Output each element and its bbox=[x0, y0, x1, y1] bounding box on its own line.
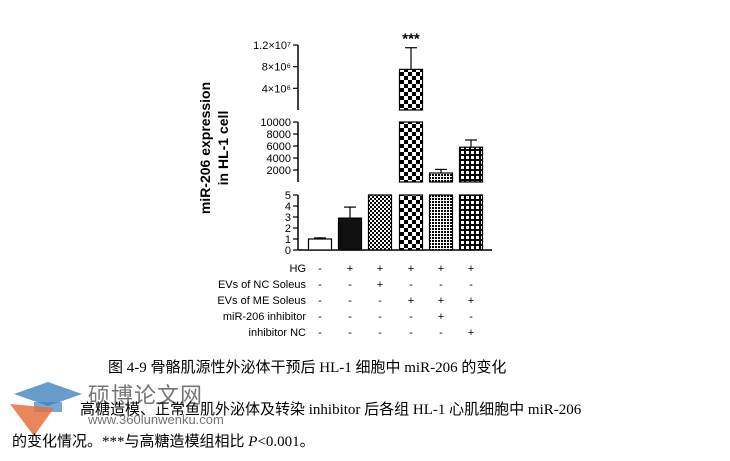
y-tick-label: 4000 bbox=[267, 153, 291, 165]
condition-mark: - bbox=[378, 295, 382, 307]
condition-mark: + bbox=[468, 295, 474, 307]
condition-mark: - bbox=[378, 327, 382, 339]
condition-mark: - bbox=[409, 327, 413, 339]
condition-mark: + bbox=[408, 295, 414, 307]
condition-label: EVs of ME Soleus bbox=[217, 295, 306, 307]
bar bbox=[458, 194, 484, 251]
y-tick-label: 1 bbox=[285, 234, 291, 246]
condition-mark: - bbox=[348, 327, 352, 339]
y-axis-label-line1: miR-206 expression bbox=[197, 82, 213, 214]
condition-label: EVs of NC Soleus bbox=[218, 279, 307, 291]
y-tick-label: 2000 bbox=[267, 165, 291, 177]
description-p-symbol: P bbox=[248, 434, 258, 450]
condition-mark: - bbox=[439, 279, 443, 291]
condition-mark: - bbox=[318, 327, 322, 339]
condition-label: miR-206 inhibitor bbox=[223, 311, 306, 323]
y-tick-label: 5 bbox=[285, 190, 291, 202]
bar bbox=[367, 194, 393, 251]
condition-mark: - bbox=[378, 311, 382, 323]
description-text-a: 的变化情况。***与高糖造模组相比 bbox=[12, 434, 249, 450]
bar bbox=[307, 238, 333, 251]
y-tick-label: 2 bbox=[285, 223, 291, 235]
significance-label: *** bbox=[402, 31, 420, 48]
y-tick-label: 6000 bbox=[267, 141, 291, 153]
condition-mark: - bbox=[439, 327, 443, 339]
bars: *** bbox=[307, 31, 484, 251]
condition-label: HG bbox=[290, 263, 307, 275]
condition-mark: - bbox=[318, 311, 322, 323]
condition-mark: - bbox=[348, 311, 352, 323]
condition-mark: + bbox=[377, 279, 383, 291]
condition-mark: + bbox=[438, 263, 444, 275]
condition-mark: + bbox=[347, 263, 353, 275]
watermark-title: 硕博论文网 bbox=[88, 384, 204, 409]
condition-mark: - bbox=[318, 295, 322, 307]
bar bbox=[398, 68, 424, 111]
bar bbox=[398, 121, 424, 183]
condition-mark: + bbox=[408, 263, 414, 275]
condition-mark: - bbox=[318, 263, 322, 275]
figure-description-line2: 的变化情况。***与高糖造模组相比 P<0.001。 bbox=[12, 430, 315, 451]
condition-mark: + bbox=[438, 311, 444, 323]
y-tick-label: 0 bbox=[285, 245, 291, 257]
y-tick-label: 1.2×10⁷ bbox=[253, 40, 291, 52]
bar bbox=[337, 217, 363, 251]
condition-mark: + bbox=[468, 263, 474, 275]
bar bbox=[398, 194, 424, 251]
figure-description-line1: 高糖造模、正常鱼肌外泌体及转染 inhibitor 后各组 HL-1 心肌细胞中… bbox=[80, 402, 582, 418]
y-tick-label: 8×10⁶ bbox=[262, 62, 291, 74]
condition-mark: - bbox=[318, 279, 322, 291]
bar bbox=[428, 172, 454, 183]
bar bbox=[428, 194, 454, 251]
condition-mark: + bbox=[377, 263, 383, 275]
condition-mark: - bbox=[409, 279, 413, 291]
bar bbox=[458, 146, 484, 183]
condition-mark: + bbox=[468, 327, 474, 339]
condition-label: inhibitor NC bbox=[249, 327, 307, 339]
condition-mark: - bbox=[469, 311, 473, 323]
y-tick-label: 4×10⁶ bbox=[262, 83, 291, 95]
y-tick-label: 10000 bbox=[260, 117, 291, 129]
condition-mark: - bbox=[409, 311, 413, 323]
figure-caption: 图 4-9 骨骼肌源性外泌体干预后 HL-1 细胞中 miR-206 的变化 bbox=[108, 360, 507, 376]
y-tick-label: 4 bbox=[285, 201, 291, 213]
watermark-url: www.360lunwenku.com bbox=[88, 412, 224, 427]
condition-mark: + bbox=[438, 295, 444, 307]
y-axis-label-line2: in HL-1 cell bbox=[215, 111, 231, 186]
description-text-b: <0.001。 bbox=[257, 434, 315, 450]
y-tick-label: 8000 bbox=[267, 129, 291, 141]
condition-mark: - bbox=[348, 279, 352, 291]
y-axis-label: miR-206 expression in HL-1 cell bbox=[197, 82, 231, 214]
condition-mark: - bbox=[348, 295, 352, 307]
condition-mark: - bbox=[469, 279, 473, 291]
condition-table: HG - + + + + +EVs of NC Soleus - - + - - -EVs of ME … bbox=[217, 263, 474, 339]
y-tick-label: 3 bbox=[285, 212, 291, 224]
watermark-logo bbox=[10, 382, 82, 436]
